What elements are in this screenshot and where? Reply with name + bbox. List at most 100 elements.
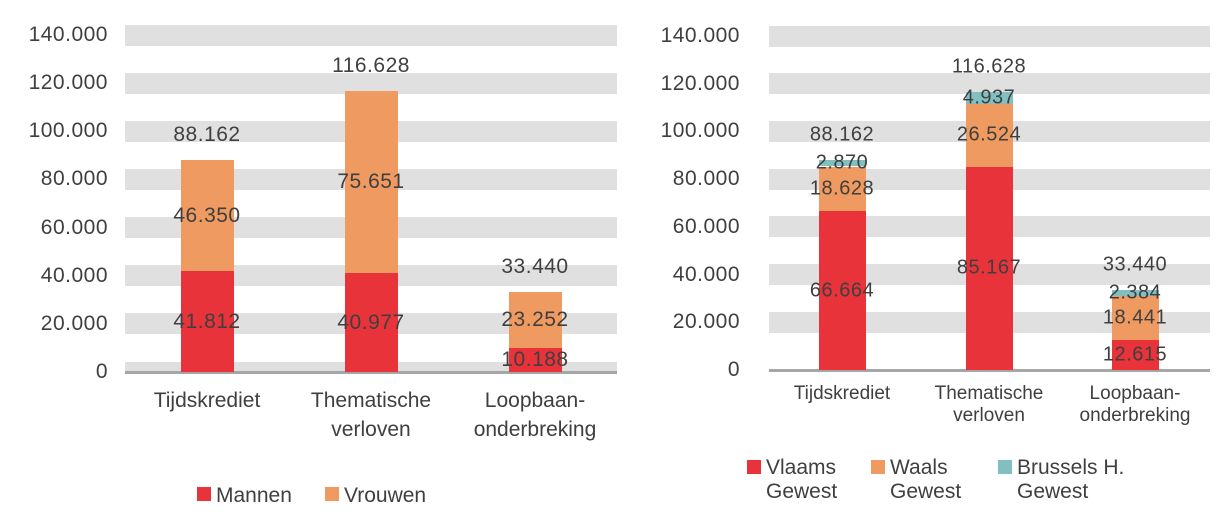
y-axis-tick-label: 140.000 [660,24,740,47]
x-axis-label-line: Thematische [934,383,1044,404]
x-axis-label: Thematische verloven [311,386,431,444]
segment-data-label: 85.167 [956,256,1022,279]
grid-band [769,73,1210,95]
x-axis-label: Tijdskrediet [154,386,261,415]
total-data-label: 33.440 [1102,253,1168,276]
x-axis-line [769,369,1210,372]
segment-data-label: 40.977 [337,310,405,334]
legend-label: Brussels H. Gewest [1017,456,1124,504]
legend-item: Brussels H. Gewest [998,456,1124,504]
legend-label-line: Mannen [216,484,292,507]
legend-item: Mannen [197,483,292,508]
bar-segment [344,91,398,274]
grid-band [125,217,617,239]
x-axis-label-line: verloven [331,418,411,441]
segment-data-label: 18.441 [1102,306,1168,329]
bar-segment [508,347,562,372]
y-axis-tick-label: 100.000 [28,119,108,143]
y-axis-tick-label: 80.000 [672,167,740,191]
segment-data-label: 2.384 [1108,281,1162,304]
bar-segment [180,159,234,272]
bar-segment [965,103,1013,167]
bar-segment [818,211,866,370]
y-axis-tick-label: 40.000 [40,263,108,287]
x-axis-label: Loopbaan-onderbreking [474,386,597,444]
segment-data-label: 2.870 [815,151,869,174]
legend-color-swatch [871,460,885,474]
x-axis-label-line: verloven [953,405,1025,426]
segment-data-label: 26.524 [956,123,1022,146]
y-axis-tick-label: 20.000 [40,311,108,335]
legend-label-line: Gewest [1017,480,1089,503]
y-axis-tick-label: 80.000 [40,167,108,191]
bar-segment [1111,295,1159,340]
legend-label: Vlaams Gewest [766,456,837,504]
y-axis-tick-label: 120.000 [28,71,108,95]
segment-data-label: 46.350 [173,203,241,227]
grid-band [125,313,617,335]
segment-data-label: 41.812 [173,309,241,333]
grid-band [125,265,617,287]
y-axis-tick-label: 60.000 [672,214,740,238]
grid-band [769,264,1210,286]
legend-color-swatch [998,460,1012,474]
legend-label-line: Gewest [890,480,962,503]
x-axis-label-line: Loopbaan- [1089,383,1181,404]
legend-label-line: Vrouwen [344,484,427,507]
grid-band [769,311,1210,333]
y-axis-tick-label: 100.000 [660,119,740,143]
y-axis-tick-label: 60.000 [40,215,108,239]
legend-label: Mannen [216,483,292,508]
x-axis-label: Loopbaan-onderbreking [1080,383,1191,427]
legend-color-swatch [325,487,339,501]
segment-data-label: 66.664 [809,279,875,301]
segment-data-label: 75.651 [337,170,405,194]
x-axis-label-line: Tijdskrediet [153,389,261,412]
grid-band [125,72,617,94]
bar-segment [180,271,234,372]
segment-data-label: 4.937 [962,86,1016,109]
x-axis-label: Tijdskrediet [794,383,890,405]
legend-item: Vlaams Gewest [747,456,837,504]
x-axis-label-line: Tijdskrediet [793,383,891,404]
grid-band [125,24,617,46]
bar-segment [818,166,866,211]
y-axis-tick-label: 140.000 [28,23,108,46]
grid-band [125,120,617,142]
total-data-label: 116.628 [332,54,410,78]
legend-label-line: Gewest [766,480,838,503]
bar-segment [508,291,562,348]
y-axis-tick-label: 40.000 [672,262,740,286]
legend-label-line: Vlaams [766,456,837,479]
bar-segment [818,159,866,167]
y-axis-tick-label: 120.000 [660,71,740,95]
legend-label: Vrouwen [344,483,426,508]
legend-label: Waals Gewest [890,456,961,504]
segment-data-label: 18.628 [809,177,875,200]
segment-data-label: 12.615 [1102,343,1168,366]
x-axis-label-line: Thematische [310,389,432,412]
grid-band [769,120,1210,142]
legend-color-swatch [747,460,761,474]
x-axis-label-line: onderbreking [473,418,597,441]
total-data-label: 88.162 [173,122,241,146]
x-axis-line [125,371,617,374]
total-data-label: 116.628 [951,55,1027,78]
x-axis-label-line: onderbreking [1079,405,1191,426]
x-axis-label: Thematische verloven [935,383,1044,427]
grid-band [769,216,1210,238]
bar-segment [965,91,1013,104]
legend-color-swatch [197,487,211,501]
bar-segment [1111,339,1159,370]
segment-data-label: 23.252 [501,307,569,331]
bar-segment [1111,290,1159,296]
segment-data-label: 10.188 [501,347,569,371]
total-data-label: 33.440 [501,254,569,278]
legend-label-line: Waals [890,456,948,479]
y-axis-tick-label: 0 [95,360,108,383]
grid-band [125,361,617,372]
total-data-label: 88.162 [809,123,875,146]
